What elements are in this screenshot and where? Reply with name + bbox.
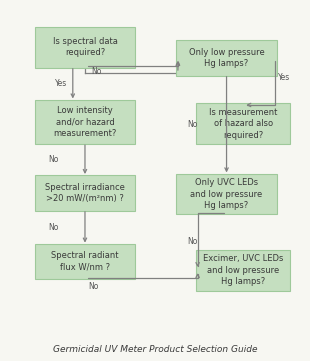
Text: Only UVC LEDs
and low pressure
Hg lamps?: Only UVC LEDs and low pressure Hg lamps? xyxy=(190,178,263,210)
FancyBboxPatch shape xyxy=(176,40,277,76)
Text: No: No xyxy=(88,282,98,291)
Text: Excimer, UVC LEDs
and low pressure
Hg lamps?: Excimer, UVC LEDs and low pressure Hg la… xyxy=(203,254,283,286)
Text: No: No xyxy=(187,237,197,246)
FancyBboxPatch shape xyxy=(35,100,135,144)
Text: Only low pressure
Hg lamps?: Only low pressure Hg lamps? xyxy=(189,48,264,68)
FancyBboxPatch shape xyxy=(196,250,290,291)
FancyBboxPatch shape xyxy=(196,103,290,144)
Text: No: No xyxy=(187,120,197,129)
Text: Spectral radiant
flux W/nm ?: Spectral radiant flux W/nm ? xyxy=(51,251,119,272)
FancyBboxPatch shape xyxy=(35,175,135,211)
FancyBboxPatch shape xyxy=(176,174,277,214)
Text: No: No xyxy=(48,223,59,232)
FancyBboxPatch shape xyxy=(35,27,135,68)
Text: No: No xyxy=(91,67,101,76)
Text: Is measurement
of hazard also
required?: Is measurement of hazard also required? xyxy=(209,108,277,140)
Text: Spectral irradiance
>20 mW/(m²nm) ?: Spectral irradiance >20 mW/(m²nm) ? xyxy=(45,183,125,203)
Text: Yes: Yes xyxy=(278,73,290,82)
Text: Low intensity
and/or hazard
measurement?: Low intensity and/or hazard measurement? xyxy=(53,106,117,138)
Text: No: No xyxy=(48,155,59,164)
Text: Germicidal UV Meter Product Selection Guide: Germicidal UV Meter Product Selection Gu… xyxy=(53,345,257,354)
Text: Yes: Yes xyxy=(55,79,67,88)
Text: Is spectral data
required?: Is spectral data required? xyxy=(52,37,117,57)
FancyBboxPatch shape xyxy=(35,244,135,279)
